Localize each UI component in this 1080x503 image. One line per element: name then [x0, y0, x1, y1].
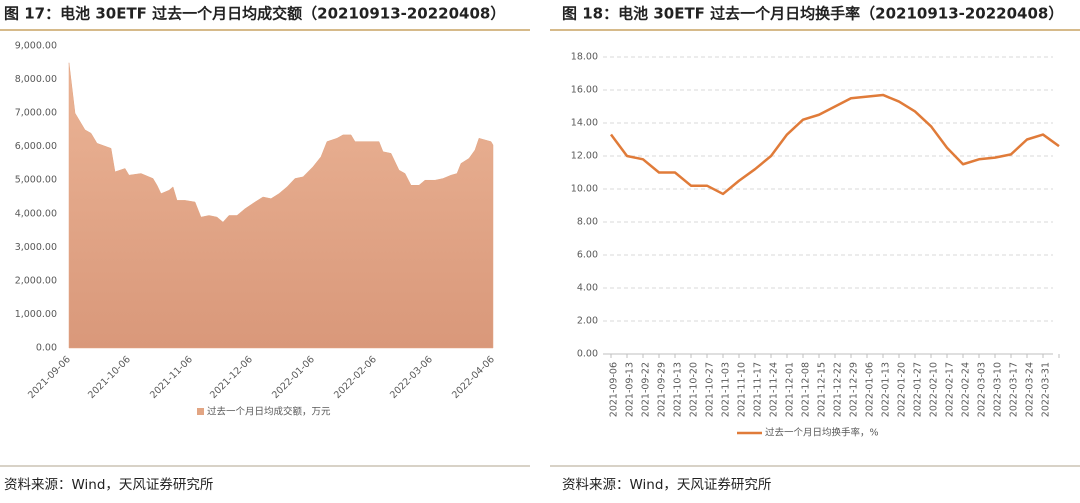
x-tick-label: 2022-04-06	[450, 354, 497, 401]
x-tick-label: 2021-12-08	[801, 362, 812, 417]
x-tick-label: 2021-12-29	[849, 362, 860, 417]
x-tick-label: 2021-09-06	[609, 362, 620, 417]
y-tick-label: 3,000.00	[15, 242, 57, 253]
x-tick-label: 2021-12-01	[785, 362, 796, 417]
x-tick-label: 2022-03-17	[1009, 362, 1020, 417]
x-tick-label: 2021-11-03	[721, 362, 732, 417]
x-tick-label: 2021-10-06	[86, 354, 133, 401]
y-tick-label: 10.00	[571, 184, 598, 195]
x-tick-label: 2021-12-06	[208, 354, 255, 401]
y-tick-label: 8,000.00	[15, 74, 57, 85]
x-tick-label: 2022-01-27	[913, 362, 924, 417]
x-tick-label: 2022-02-10	[929, 362, 940, 417]
x-tick-label: 2021-11-24	[769, 362, 780, 417]
x-tick-label: 2022-02-24	[961, 362, 972, 417]
y-tick-label: 4,000.00	[15, 208, 57, 219]
y-tick-label: 0.00	[577, 349, 598, 360]
y-tick-label: 7,000.00	[15, 108, 57, 119]
x-tick-label: 2021-12-15	[817, 362, 828, 417]
y-tick-label: 8.00	[577, 217, 598, 228]
x-tick-label: 2021-10-27	[705, 362, 716, 417]
chart-title: 图 18：电池 30ETF 过去一个月日均换手率（20210913-202204…	[562, 5, 1063, 23]
line	[609, 93, 1060, 196]
y-tick-label: 1,000.00	[15, 309, 57, 320]
x-tick-label: 2021-09-22	[641, 362, 652, 417]
x-tick-label: 2022-03-03	[977, 362, 988, 417]
legend-swatch	[197, 408, 204, 415]
y-tick-label: 16.00	[571, 85, 598, 96]
x-tick-label: 2022-01-06	[865, 362, 876, 417]
y-tick-label: 18.00	[571, 52, 598, 63]
x-tick-label: 2022-03-10	[993, 362, 1004, 417]
x-tick-label: 2022-01-13	[881, 362, 892, 417]
area	[68, 62, 494, 349]
x-tick-label: 2021-11-06	[148, 354, 195, 401]
x-tick-label: 2022-01-06	[270, 354, 317, 401]
x-tick-label: 2021-11-17	[753, 362, 764, 417]
y-tick-label: 2.00	[577, 316, 598, 327]
x-tick-label: 2021-10-20	[689, 362, 700, 417]
y-tick-label: 0.00	[36, 343, 57, 354]
y-tick-label: 12.00	[571, 151, 598, 162]
x-tick-label: 2021-09-13	[625, 362, 636, 417]
x-tick-label: 2021-09-06	[26, 354, 73, 401]
source-note: 资料来源：Wind，天风证券研究所	[562, 477, 771, 493]
y-tick-label: 6,000.00	[15, 141, 57, 152]
x-tick-label: 2022-01-20	[897, 362, 908, 417]
x-tick-label: 2022-02-06	[332, 354, 379, 401]
y-tick-label: 14.00	[571, 118, 598, 129]
y-tick-label: 9,000.00	[15, 41, 57, 52]
x-tick-label: 2021-12-22	[833, 362, 844, 417]
x-tick-label: 2022-03-06	[388, 354, 435, 401]
source-note: 资料来源：Wind，天风证券研究所	[4, 477, 213, 493]
x-tick-label: 2022-03-31	[1041, 362, 1052, 417]
y-tick-label: 4.00	[577, 283, 598, 294]
y-tick-label: 5,000.00	[15, 175, 57, 186]
y-tick-label: 6.00	[577, 250, 598, 261]
legend-label: 过去一个月日均换手率，%	[765, 427, 879, 439]
x-tick-label: 2021-11-10	[737, 362, 748, 417]
x-tick-label: 2021-09-29	[657, 362, 668, 417]
legend-label: 过去一个月日均成交额，万元	[207, 406, 331, 418]
x-tick-label: 2021-10-13	[673, 362, 684, 417]
x-tick-label: 2022-03-24	[1025, 362, 1036, 417]
y-tick-label: 2,000.00	[15, 275, 57, 286]
x-tick-label: 2022-02-17	[945, 362, 956, 417]
chart-title: 图 17：电池 30ETF 过去一个月日均成交额（20210913-202204…	[4, 5, 505, 23]
